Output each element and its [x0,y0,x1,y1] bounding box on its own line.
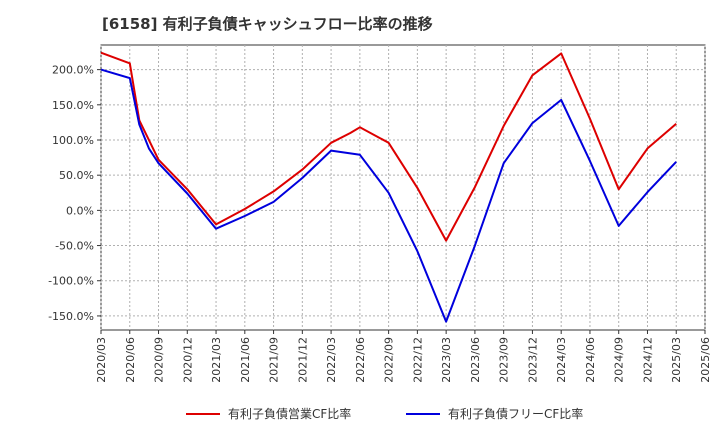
x-tick-label: 2020/12 [181,337,194,383]
legend-label-2: 有利子負債フリーCF比率 [448,406,583,421]
series-line-1 [100,51,677,242]
y-tick-label: 50.0% [59,169,94,182]
x-tick-label: 2021/09 [268,337,281,383]
y-tick-label: -150.0% [48,310,94,323]
x-tick-label: 2021/03 [210,337,223,383]
x-tick-label: 2023/12 [526,337,539,383]
x-axis-ticks: 2020/03 2020/06 2020/09 2020/12 2021/03 2021/… [95,330,712,383]
x-tick-label: 2020/09 [153,337,166,383]
y-tick-label: 200.0% [52,64,94,77]
series-line-2 [100,68,677,323]
y-tick-label: -50.0% [55,240,94,253]
x-tick-label: 2024/12 [641,337,654,383]
legend: 有利子負債営業CF比率 有利子負債フリーCF比率 [186,406,583,421]
plot-area [100,44,706,331]
y-axis-ticks: -150.0% -100.0% -50.0% 0.0% 50.0% 100.0% 150.0… [48,64,101,323]
x-tick-label: 2023/03 [440,337,453,383]
grid-lines [100,45,706,330]
x-tick-label: 2020/06 [124,337,137,383]
x-tick-label: 2024/06 [584,337,597,383]
y-tick-label: 150.0% [52,99,94,112]
x-tick-label: 2023/06 [469,337,482,383]
x-tick-label: 2024/09 [613,337,626,383]
chart-title: [6158] 有利子負債キャッシュフロー比率の推移 [102,15,433,33]
x-tick-label: 2020/03 [95,337,108,383]
y-tick-label: -100.0% [48,275,94,288]
legend-label-1: 有利子負債営業CF比率 [228,406,351,421]
x-tick-label: 2022/06 [354,337,367,383]
x-tick-label: 2023/09 [498,337,511,383]
x-tick-label: 2022/12 [411,337,424,383]
series-lines [100,51,677,323]
x-tick-label: 2021/12 [296,337,309,383]
x-tick-label: 2025/06 [699,337,712,383]
y-tick-label: 100.0% [52,134,94,147]
x-tick-label: 2021/06 [239,337,252,383]
x-tick-label: 2025/03 [670,337,683,383]
y-tick-label: 0.0% [66,204,94,217]
x-tick-label: 2022/09 [383,337,396,383]
x-tick-label: 2024/03 [555,337,568,383]
x-tick-label: 2022/03 [325,337,338,383]
